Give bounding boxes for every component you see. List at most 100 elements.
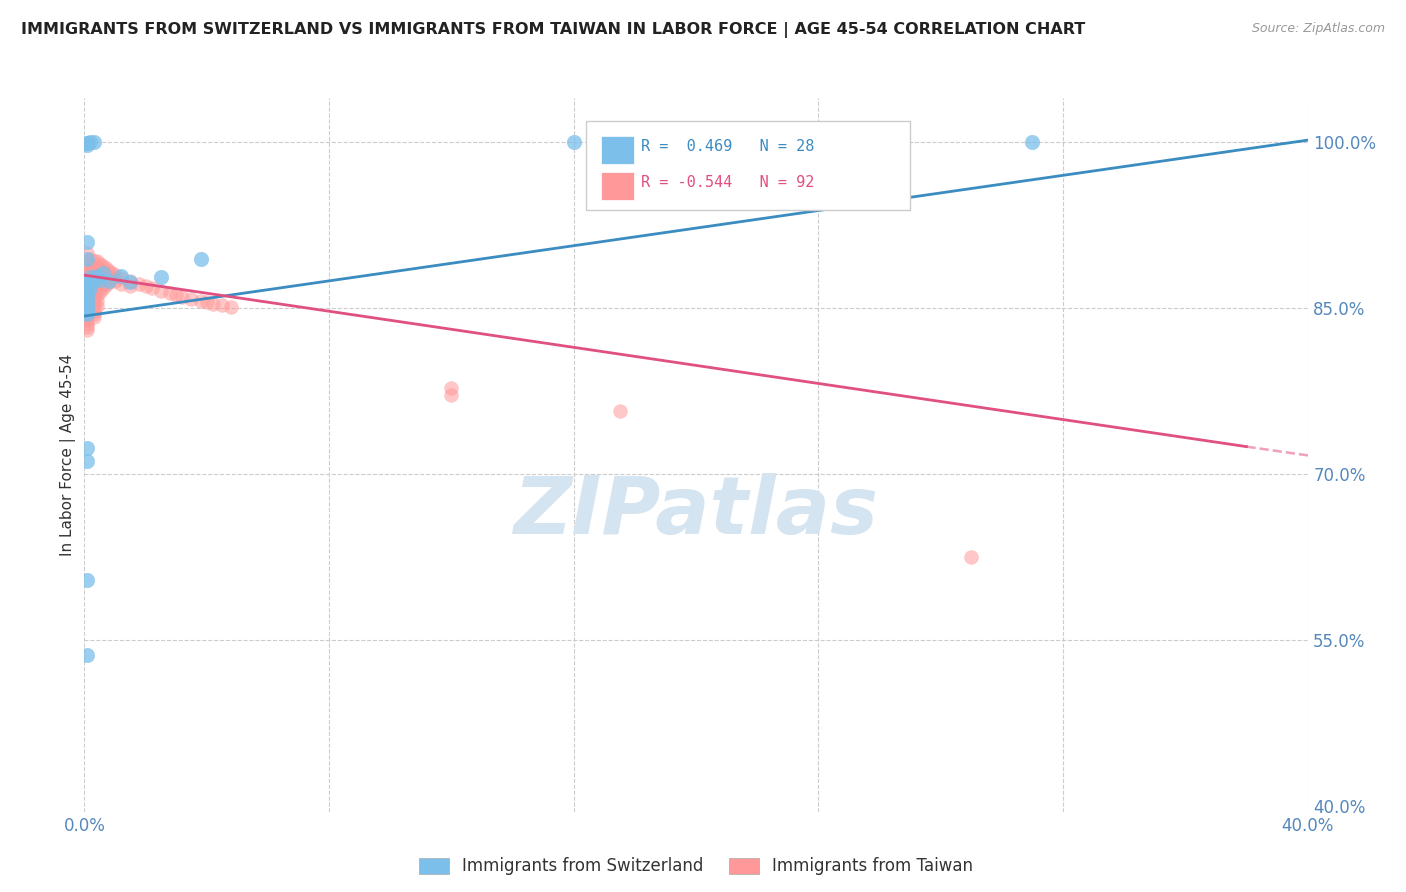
Point [83, 267, 105, 281]
Point [83, 278, 105, 293]
Point [76, 270, 98, 285]
Point [86, 260, 108, 275]
Point [76, 235, 98, 249]
Point [83, 284, 105, 298]
Point [104, 268, 127, 282]
Point [141, 281, 163, 295]
Point [83, 303, 105, 318]
Point [76, 290, 98, 304]
Point [89, 262, 111, 277]
Text: IMMIGRANTS FROM SWITZERLAND VS IMMIGRANTS FROM TAIWAN IN LABOR FORCE | AGE 45-54: IMMIGRANTS FROM SWITZERLAND VS IMMIGRANT… [21, 22, 1085, 38]
Point [135, 279, 157, 293]
Point [79, 266, 101, 280]
Point [91, 276, 114, 290]
Point [76, 299, 98, 313]
Point [120, 275, 142, 289]
Point [79, 284, 101, 298]
Point [76, 253, 98, 268]
Point [91, 260, 114, 274]
Point [83, 136, 105, 150]
Point [89, 274, 111, 288]
Point [79, 270, 101, 285]
Point [76, 283, 98, 297]
Point [83, 310, 105, 325]
Point [79, 272, 101, 286]
Point [76, 293, 98, 308]
Point [86, 288, 108, 302]
Legend: Immigrants from Switzerland, Immigrants from Taiwan: Immigrants from Switzerland, Immigrants … [412, 851, 980, 882]
Point [120, 279, 142, 293]
Point [76, 137, 98, 152]
Point [79, 281, 101, 295]
Point [76, 313, 98, 327]
Y-axis label: In Labor Force | Age 45-54: In Labor Force | Age 45-54 [60, 354, 76, 556]
Point [76, 285, 98, 300]
Text: R = -0.544   N = 92: R = -0.544 N = 92 [641, 175, 814, 190]
Point [76, 317, 98, 331]
Point [86, 299, 108, 313]
Point [440, 387, 463, 401]
Point [104, 274, 127, 288]
Point [86, 293, 108, 308]
Point [180, 293, 202, 307]
Point [76, 136, 98, 151]
Point [83, 272, 105, 286]
Point [440, 381, 463, 395]
Point [79, 136, 101, 150]
Point [79, 289, 101, 303]
Point [79, 300, 101, 314]
Text: ZIPatlas: ZIPatlas [513, 473, 879, 551]
Point [97, 275, 120, 289]
Point [101, 266, 124, 280]
Point [76, 293, 98, 307]
FancyBboxPatch shape [600, 171, 634, 200]
Point [97, 274, 120, 288]
Point [83, 300, 105, 314]
Point [86, 283, 108, 297]
Point [110, 271, 132, 285]
Point [76, 648, 98, 662]
Point [94, 278, 117, 293]
Point [960, 550, 983, 565]
FancyBboxPatch shape [600, 136, 634, 164]
Point [1021, 136, 1043, 150]
Text: R =  0.469   N = 28: R = 0.469 N = 28 [641, 139, 814, 153]
Point [91, 266, 114, 280]
Point [76, 266, 98, 280]
Point [79, 277, 101, 291]
Point [91, 265, 114, 279]
Point [76, 277, 98, 291]
Point [76, 574, 98, 588]
Point [94, 272, 117, 286]
Point [76, 302, 98, 317]
Point [83, 289, 105, 303]
Point [89, 268, 111, 282]
Point [211, 298, 233, 312]
Point [76, 136, 98, 151]
Point [149, 270, 172, 285]
Point [76, 323, 98, 337]
Point [97, 263, 120, 277]
Point [149, 284, 172, 298]
Point [76, 280, 98, 294]
Point [89, 257, 111, 271]
FancyBboxPatch shape [586, 121, 910, 211]
Point [76, 260, 98, 275]
Point [76, 320, 98, 334]
Point [76, 295, 98, 310]
Point [76, 274, 98, 288]
Point [83, 294, 105, 309]
Point [76, 274, 98, 288]
Point [190, 293, 212, 308]
Point [76, 304, 98, 318]
Point [159, 285, 181, 300]
Point [76, 454, 98, 468]
Point [79, 260, 101, 274]
Point [83, 307, 105, 321]
Point [219, 300, 242, 314]
Point [76, 276, 98, 290]
Point [79, 252, 101, 266]
Point [76, 307, 98, 321]
Point [76, 307, 98, 321]
Point [201, 297, 224, 311]
